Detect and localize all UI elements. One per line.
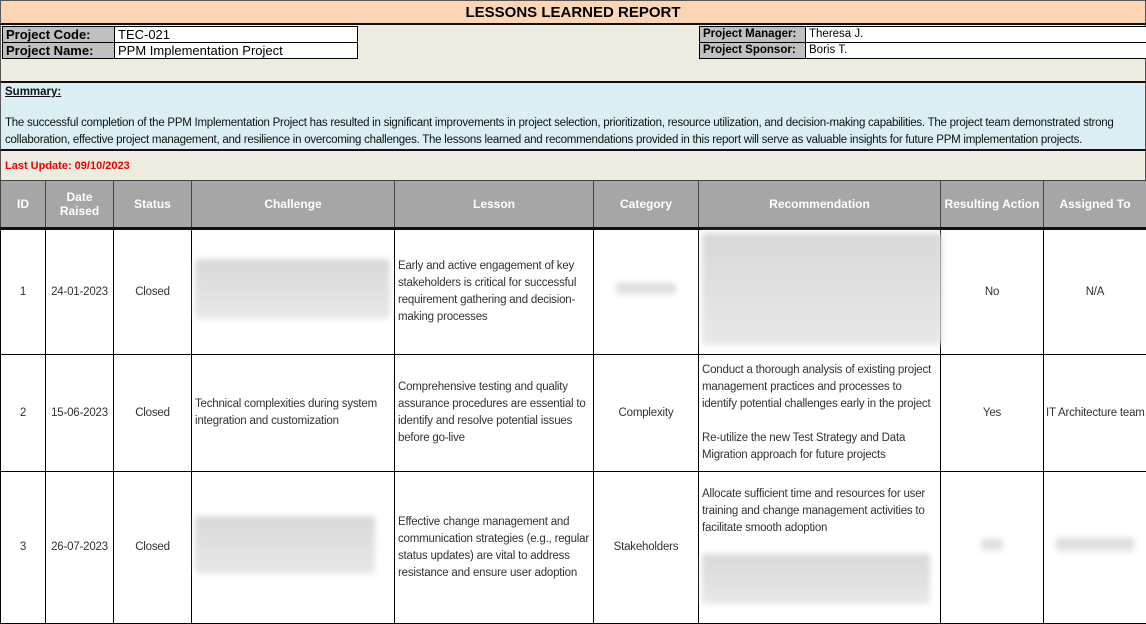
project-name-field: Project Name: PPM Implementation Project bbox=[2, 42, 358, 59]
cell-lesson[interactable]: Effective change management and communic… bbox=[394, 471, 594, 624]
header-resulting-action: Resulting Action bbox=[940, 180, 1044, 230]
project-name-value[interactable]: PPM Implementation Project bbox=[118, 43, 283, 58]
cell-challenge-redacted[interactable] bbox=[191, 228, 395, 355]
cell-recommendation-redacted[interactable] bbox=[698, 228, 942, 355]
project-sponsor-value[interactable]: Boris T. bbox=[809, 44, 848, 56]
project-sponsor-field: Project Sponsor: Boris T. bbox=[699, 42, 1146, 59]
header-recommendation: Recommendation bbox=[698, 180, 941, 230]
cell-assigned[interactable]: IT Architecture team bbox=[1043, 354, 1146, 472]
cell-id[interactable]: 1 bbox=[0, 228, 46, 355]
project-name-label: Project Name: bbox=[3, 43, 115, 58]
header-date-raised: Date Raised bbox=[45, 180, 114, 230]
project-code-label: Project Code: bbox=[3, 27, 115, 42]
last-update: Last Update: 09/10/2023 bbox=[0, 151, 1146, 180]
report-title: LESSONS LEARNED REPORT bbox=[0, 0, 1146, 25]
header-status: Status bbox=[113, 180, 192, 230]
cell-category[interactable]: Complexity bbox=[593, 354, 699, 472]
cell-challenge-redacted[interactable] bbox=[191, 471, 395, 624]
summary-text: The successful completion of the PPM Imp… bbox=[5, 117, 1114, 146]
header-challenge: Challenge bbox=[191, 180, 395, 230]
cell-recommendation[interactable]: Allocate sufficient time and resources f… bbox=[698, 471, 941, 624]
recommendation-line-2: Re-utilize the new Test Strategy and Dat… bbox=[702, 432, 906, 461]
cell-recommendation[interactable]: Conduct a thorough analysis of existing … bbox=[698, 354, 941, 472]
summary-label: Summary: bbox=[5, 86, 62, 98]
cell-category[interactable]: Stakeholders bbox=[593, 471, 699, 624]
header-assigned-to: Assigned To bbox=[1043, 180, 1146, 230]
cell-action[interactable]: No bbox=[940, 228, 1044, 355]
project-info: Project Code: TEC-021 Project Name: PPM … bbox=[0, 25, 1146, 81]
lessons-table: ID Date Raised Status Challenge Lesson C… bbox=[0, 180, 1146, 624]
project-manager-value[interactable]: Theresa J. bbox=[809, 28, 864, 40]
cell-status[interactable]: Closed bbox=[113, 471, 192, 624]
cell-assigned-redacted[interactable] bbox=[1043, 471, 1146, 624]
cell-lesson[interactable]: Early and active engagement of key stake… bbox=[394, 228, 594, 355]
recommendation-redacted bbox=[702, 553, 930, 604]
cell-assigned[interactable]: N/A bbox=[1043, 228, 1146, 355]
cell-action[interactable]: Yes bbox=[940, 354, 1044, 472]
header-category: Category bbox=[593, 180, 699, 230]
cell-lesson[interactable]: Comprehensive testing and quality assura… bbox=[394, 354, 594, 472]
cell-date[interactable]: 24-01-2023 bbox=[45, 228, 114, 355]
table-row: 1 24-01-2023 Closed Early and active eng… bbox=[0, 228, 1146, 355]
cell-id[interactable]: 3 bbox=[0, 471, 46, 624]
project-code-field: Project Code: TEC-021 bbox=[2, 26, 358, 43]
table-row: 2 15-06-2023 Closed Technical complexiti… bbox=[0, 354, 1146, 472]
cell-action-redacted[interactable] bbox=[940, 471, 1044, 624]
project-manager-label: Project Manager: bbox=[700, 27, 806, 42]
cell-date[interactable]: 26-07-2023 bbox=[45, 471, 114, 624]
cell-category-redacted[interactable] bbox=[593, 228, 699, 355]
project-code-value[interactable]: TEC-021 bbox=[118, 27, 171, 42]
header-id: ID bbox=[0, 180, 46, 230]
cell-status[interactable]: Closed bbox=[113, 354, 192, 472]
cell-challenge[interactable]: Technical complexities during system int… bbox=[191, 354, 395, 472]
project-manager-field: Project Manager: Theresa J. bbox=[699, 26, 1146, 43]
cell-date[interactable]: 15-06-2023 bbox=[45, 354, 114, 472]
summary-section: Summary: The successful completion of th… bbox=[0, 81, 1146, 151]
recommendation-line-1: Conduct a thorough analysis of existing … bbox=[702, 364, 932, 410]
header-lesson: Lesson bbox=[394, 180, 594, 230]
cell-status[interactable]: Closed bbox=[113, 228, 192, 355]
table-row: 3 26-07-2023 Closed Effective change man… bbox=[0, 471, 1146, 624]
recommendation-line-1: Allocate sufficient time and resources f… bbox=[702, 487, 926, 534]
cell-id[interactable]: 2 bbox=[0, 354, 46, 472]
project-sponsor-label: Project Sponsor: bbox=[700, 43, 806, 58]
